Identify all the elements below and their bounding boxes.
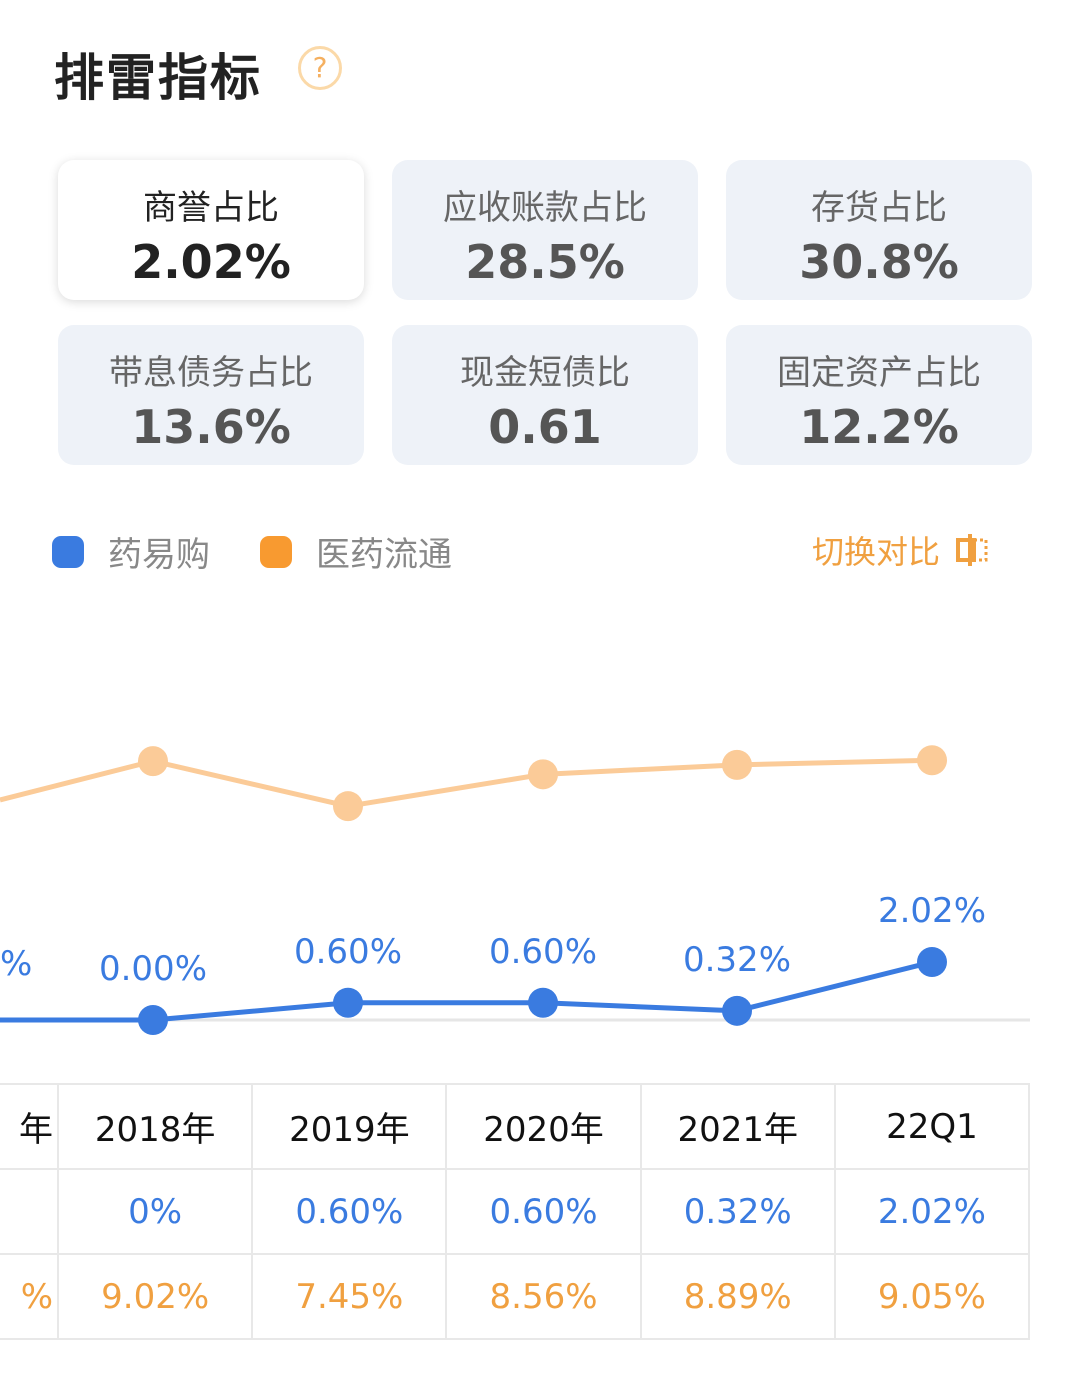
data-label: 0.60% bbox=[489, 932, 597, 972]
table-header-cell: 2021年 bbox=[639, 1083, 836, 1170]
metric-value: 30.8% bbox=[799, 235, 959, 289]
table-cell: 0.60% bbox=[251, 1168, 448, 1255]
data-point[interactable] bbox=[528, 987, 558, 1018]
data-point[interactable] bbox=[333, 987, 363, 1018]
legend-item-yiyaoliutong[interactable]: 医药流通 bbox=[260, 527, 452, 576]
switch-label: 切换对比 bbox=[812, 533, 941, 571]
table-header-cell: 2018年 bbox=[57, 1083, 254, 1170]
metric-card[interactable]: 存货占比 30.8% bbox=[726, 160, 1032, 300]
table-cell: % bbox=[0, 1253, 60, 1340]
table-row: 0% 0.60% 0.60% 0.32% 2.02% bbox=[0, 1168, 1031, 1255]
metric-card[interactable]: 带息债务占比 13.6% bbox=[58, 325, 364, 465]
data-point[interactable] bbox=[722, 749, 752, 780]
metric-label: 带息债务占比 bbox=[109, 353, 313, 393]
series-line-yaoyigou bbox=[0, 959, 933, 1023]
data-label: 0.60% bbox=[294, 932, 402, 972]
metric-value: 0.61 bbox=[488, 400, 602, 454]
data-table: 年 2018年 2019年 2020年 2021年 22Q1 0% 0.60% 0.60% 0.3… bbox=[0, 1083, 1031, 1340]
metric-value: 2.02% bbox=[131, 235, 291, 289]
metric-label: 固定资产占比 bbox=[777, 353, 981, 393]
legend-dot-icon bbox=[260, 535, 292, 568]
data-point[interactable] bbox=[528, 759, 558, 790]
data-label-clipped: % bbox=[0, 944, 32, 984]
metric-value: 12.2% bbox=[799, 400, 959, 454]
table-cell: 7.45% bbox=[251, 1253, 448, 1340]
data-point[interactable] bbox=[722, 995, 752, 1026]
metric-card[interactable]: 应收账款占比 28.5% bbox=[392, 160, 698, 300]
page-title: 排雷指标 bbox=[54, 49, 262, 107]
table-header-cell: 22Q1 bbox=[833, 1083, 1031, 1170]
table-row: % 9.02% 7.45% 8.56% 8.89% 9.05% bbox=[0, 1253, 1031, 1340]
metric-label: 商誉占比 bbox=[143, 188, 279, 228]
data-label: 2.02% bbox=[878, 891, 986, 931]
metric-value: 28.5% bbox=[465, 235, 625, 289]
switch-icon bbox=[956, 534, 988, 566]
table-cell: 8.56% bbox=[445, 1253, 642, 1340]
data-point[interactable] bbox=[917, 745, 947, 776]
legend-label: 药易购 bbox=[108, 535, 210, 575]
table-cell bbox=[0, 1168, 60, 1255]
table-header-cell: 年 bbox=[0, 1083, 60, 1170]
data-label: 0.32% bbox=[683, 940, 791, 980]
table-cell: 9.02% bbox=[57, 1253, 254, 1340]
table-header-row: 年 2018年 2019年 2020年 2021年 22Q1 bbox=[0, 1083, 1031, 1170]
switch-compare-button[interactable]: 切换对比 bbox=[812, 527, 994, 573]
table-cell: 2.02% bbox=[833, 1168, 1031, 1255]
data-point[interactable] bbox=[138, 746, 168, 777]
legend-item-yaoyigou[interactable]: 药易购 bbox=[52, 527, 210, 576]
data-point[interactable] bbox=[917, 947, 947, 978]
line-chart: 0.00% 0.60% 0.60% 0.32% 2.02%% bbox=[0, 745, 1030, 1035]
metric-label: 存货占比 bbox=[811, 188, 947, 228]
metric-card[interactable]: 现金短债比 0.61 bbox=[392, 325, 698, 465]
series-line-yiyaoliutong bbox=[0, 757, 933, 809]
table-cell: 0.60% bbox=[445, 1168, 642, 1255]
table-cell: 8.89% bbox=[639, 1253, 836, 1340]
legend-label: 医药流通 bbox=[316, 535, 452, 575]
metric-value: 13.6% bbox=[131, 400, 291, 454]
metric-label: 现金短债比 bbox=[460, 353, 630, 393]
metric-card[interactable]: 商誉占比 2.02% bbox=[58, 160, 364, 300]
data-label: 0.00% bbox=[99, 949, 207, 989]
table-header-cell: 2019年 bbox=[251, 1083, 448, 1170]
table-cell: 0.32% bbox=[639, 1168, 836, 1255]
table-cell: 0% bbox=[57, 1168, 254, 1255]
metric-label: 应收账款占比 bbox=[443, 188, 647, 228]
table-cell: 9.05% bbox=[833, 1253, 1031, 1340]
question-circle-icon[interactable]: ? bbox=[298, 46, 342, 90]
table-header-cell: 2020年 bbox=[445, 1083, 642, 1170]
legend-dot-icon bbox=[52, 535, 84, 568]
data-point[interactable] bbox=[138, 1005, 168, 1035]
data-point[interactable] bbox=[333, 791, 363, 822]
metric-card[interactable]: 固定资产占比 12.2% bbox=[726, 325, 1032, 465]
